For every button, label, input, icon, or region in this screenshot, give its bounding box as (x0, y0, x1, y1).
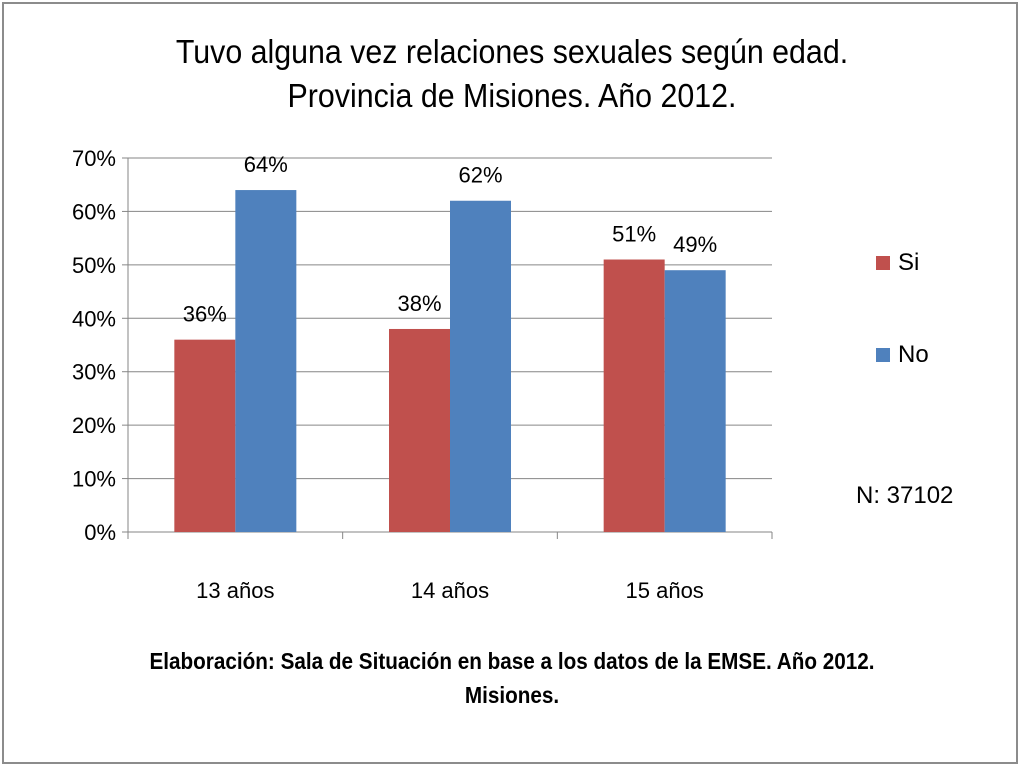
y-tick-label: 20% (72, 413, 116, 438)
bar-no (235, 190, 297, 533)
bar-si (389, 328, 450, 532)
legend-swatch-si (876, 256, 890, 270)
bar-no (664, 270, 726, 532)
bars (174, 190, 726, 533)
bar-si (174, 339, 236, 532)
y-tick-label: 30% (72, 360, 116, 385)
source-footer: Elaboración: Sala de Situación en base a… (149, 648, 875, 708)
y-axis-ticks: 0% 10% 20% 30% 40% 50% 60% 70% (72, 146, 128, 545)
legend-label-si: Si (898, 249, 920, 276)
x-tick-label: 15 años (626, 578, 704, 603)
y-tick-label: 70% (72, 146, 116, 171)
y-tick-label: 10% (72, 467, 116, 492)
legend-swatch-no (876, 348, 890, 362)
bar-si (603, 259, 665, 532)
data-label: 38% (397, 291, 441, 316)
legend-item-si: Si (876, 246, 929, 280)
data-label: 36% (183, 302, 227, 327)
data-label: 64% (244, 152, 288, 177)
y-tick-label: 0% (84, 520, 116, 545)
sample-size-annotation: N: 37102 (856, 482, 954, 509)
legend-label-no: No (898, 341, 929, 368)
legend: Si No (876, 246, 929, 430)
y-tick-label: 50% (72, 253, 116, 278)
legend-item-no: No (876, 338, 929, 372)
y-tick-label: 60% (72, 199, 116, 224)
data-label: 51% (612, 222, 656, 247)
y-tick-label: 40% (72, 306, 116, 331)
data-labels: 36% 64% 38% 62% 51% 49% (183, 152, 717, 327)
data-label: 49% (673, 232, 717, 257)
bar-no (450, 200, 511, 532)
chart-title: Tuvo alguna vez relaciones sexuales segú… (175, 33, 849, 114)
x-tick-label: 14 años (411, 578, 489, 603)
x-axis-ticks: 13 años 14 años 15 años (127, 532, 773, 603)
x-tick-label: 13 años (196, 578, 274, 603)
data-label: 62% (458, 163, 502, 188)
